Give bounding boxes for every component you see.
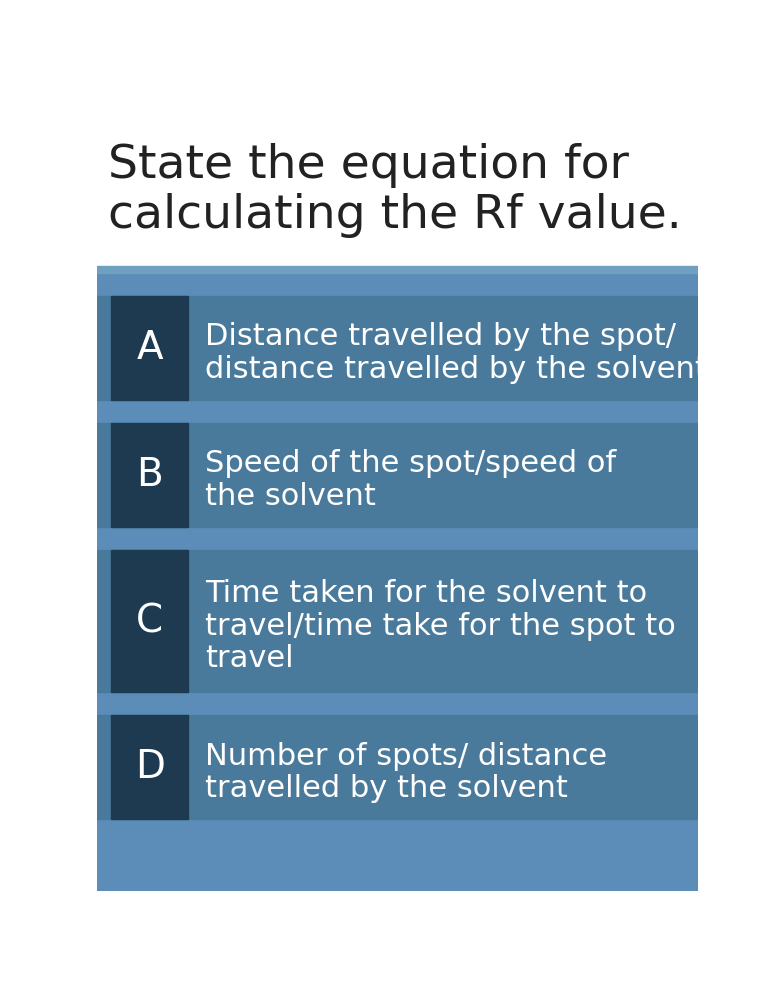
Bar: [97, 266, 698, 272]
Text: B: B: [136, 455, 163, 493]
Text: travelled by the solvent: travelled by the solvent: [205, 774, 568, 803]
Bar: [97, 272, 698, 891]
Text: C: C: [136, 602, 163, 640]
Bar: [111, 550, 188, 693]
Text: calculating the Rf value.: calculating the Rf value.: [109, 193, 682, 238]
Text: the solvent: the solvent: [205, 481, 376, 511]
Bar: [97, 550, 698, 693]
Bar: [97, 716, 698, 819]
Text: distance travelled by the solvent: distance travelled by the solvent: [205, 354, 708, 383]
Bar: [97, 422, 698, 527]
Bar: [111, 422, 188, 527]
Text: State the equation for: State the equation for: [109, 143, 629, 188]
Text: Time taken for the solvent to: Time taken for the solvent to: [205, 580, 647, 609]
Bar: [97, 120, 698, 266]
Text: Number of spots/ distance: Number of spots/ distance: [205, 742, 608, 771]
Bar: [111, 716, 188, 819]
Text: travel: travel: [205, 644, 294, 673]
Text: Speed of the spot/speed of: Speed of the spot/speed of: [205, 449, 616, 478]
Text: D: D: [135, 749, 164, 787]
Text: travel/time take for the spot to: travel/time take for the spot to: [205, 612, 676, 641]
Text: Distance travelled by the spot/: Distance travelled by the spot/: [205, 322, 677, 351]
Bar: [97, 295, 698, 399]
Bar: [111, 295, 188, 399]
Text: A: A: [136, 328, 163, 366]
